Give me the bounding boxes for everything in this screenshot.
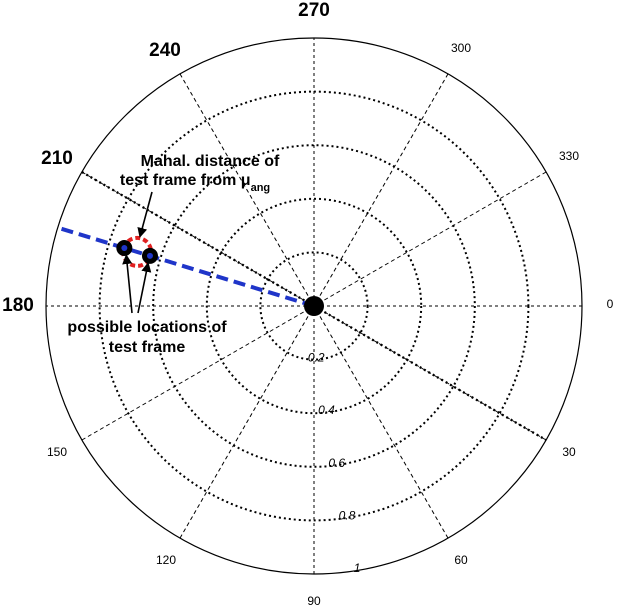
polar-data	[57, 191, 324, 316]
radial-grid-circle	[259, 251, 369, 361]
angle-tick-label: 60	[454, 553, 468, 567]
mahal-arrow	[137, 191, 153, 238]
mean-direction-line	[57, 225, 315, 308]
angle-tick-label: 330	[559, 149, 579, 163]
angle-tick-label: 150	[47, 445, 67, 459]
boundary-direction-line	[81, 171, 547, 441]
radial-grid-circle	[152, 144, 476, 468]
angle-tick-label: 120	[156, 553, 176, 567]
location-arrow	[122, 254, 133, 314]
mahal-annotation-line2: test frame from μang	[120, 172, 270, 194]
radial-tick-label: 0.6	[328, 456, 345, 470]
angle-tick-label-bold: 240	[149, 40, 181, 61]
test-frame-point-core	[146, 252, 153, 259]
angle-tick-label-bold: 210	[41, 148, 73, 169]
radial-tick-label: 1	[354, 561, 361, 575]
location-arrow	[137, 261, 152, 314]
radial-tick-label: 0.4	[318, 403, 335, 417]
radial-tick-label: 0.2	[308, 351, 325, 365]
center-point	[304, 296, 324, 316]
test-frame-point-core	[121, 245, 128, 252]
angle-tick-label: 300	[451, 41, 471, 55]
possible-annotation-line2: test frame	[109, 339, 186, 356]
radial-grid-circle	[98, 90, 530, 522]
radial-tick-label: 0.8	[339, 508, 356, 522]
annotations: Mahal. distance of test frame from μang …	[67, 153, 280, 356]
angle-tick-label: 90	[307, 594, 321, 608]
angle-tick-label: 30	[562, 445, 576, 459]
angle-tick-label: 0	[607, 297, 614, 311]
mahal-annotation-line1: Mahal. distance of	[141, 153, 280, 170]
angle-tick-label-bold: 180	[2, 295, 34, 316]
radial-grid-circle	[205, 197, 423, 415]
possible-annotation-line1: possible locations of	[67, 319, 227, 336]
angle-tick-label-bold: 270	[298, 0, 330, 21]
